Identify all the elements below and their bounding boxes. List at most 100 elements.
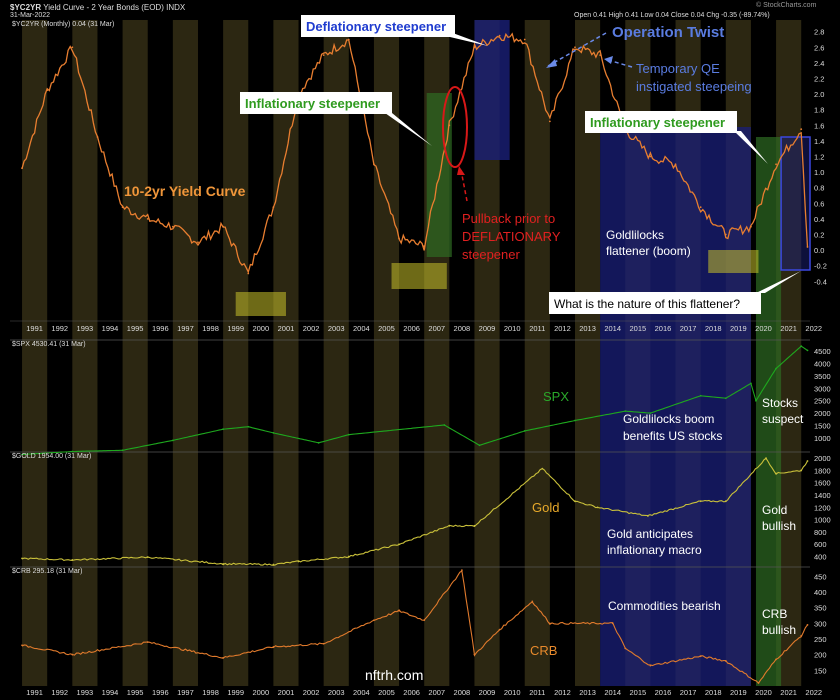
annotations: 10-2yr Yield Curve Deflationary steepene… xyxy=(124,15,804,683)
data-point-spx xyxy=(443,424,446,426)
annotation-pullback: Pullback prior to xyxy=(462,211,555,226)
x-tick-label: 1998 xyxy=(202,324,219,333)
data-point-yield xyxy=(599,54,602,56)
data-point-yield xyxy=(398,237,400,240)
annotation-gold: Gold xyxy=(532,500,559,515)
x-tick-label: 1994 xyxy=(102,324,119,333)
y-tick-label: -0.2 xyxy=(814,262,827,271)
annotation-stocks: Stocks xyxy=(762,396,798,410)
year-band xyxy=(122,20,148,686)
data-point-crb xyxy=(373,619,375,622)
data-point-gold xyxy=(297,560,300,563)
year-band xyxy=(524,20,550,686)
y-tick-label: 400 xyxy=(814,588,827,597)
arrow-pullback-head xyxy=(457,166,465,175)
data-point-yield xyxy=(71,46,74,49)
y-tick-label: 1000 xyxy=(814,516,831,525)
x-tick-label: 2010 xyxy=(504,324,521,333)
x-tick-label: 2020 xyxy=(755,688,772,697)
x-tick-label: 2004 xyxy=(353,324,370,333)
data-point-crb xyxy=(222,656,225,659)
x-tick-label: 1991 xyxy=(26,688,43,697)
data-point-spx xyxy=(71,450,74,453)
y-tick-label: 1.8 xyxy=(814,106,824,115)
y-tick-label: 1600 xyxy=(814,479,831,488)
year-band xyxy=(22,20,48,686)
annotation-commodities-bearish: Commodities bearish xyxy=(608,599,721,613)
data-point-gold xyxy=(448,524,451,527)
callout-deflationary-box xyxy=(301,15,455,37)
y-tick-label: 1500 xyxy=(814,421,831,430)
yellow-box-2000 xyxy=(235,292,286,316)
x-tick-label: 2002 xyxy=(303,688,320,697)
y-tick-label: 2.0 xyxy=(814,90,824,99)
x-tick-label: 2003 xyxy=(328,324,345,333)
data-point-gold xyxy=(574,500,576,503)
annotation-spx: SPX xyxy=(543,389,569,404)
x-tick-label: 2007 xyxy=(428,324,445,333)
panel-grid xyxy=(10,320,810,568)
data-point-crb xyxy=(272,645,275,648)
data-point-crb xyxy=(724,660,727,662)
data-point-yield xyxy=(699,206,702,209)
data-point-gold xyxy=(724,500,727,503)
x-tick-label: 1995 xyxy=(127,324,144,333)
exchange: INDX xyxy=(166,3,186,12)
data-point-yield xyxy=(423,245,426,248)
x-tick-label: 1992 xyxy=(51,324,68,333)
x-tick-label: 2013 xyxy=(579,324,596,333)
data-point-gold xyxy=(347,555,350,558)
annotation-question: What is the nature of this flattener? xyxy=(554,297,740,311)
series-line-spx xyxy=(22,345,808,456)
data-point-yield xyxy=(548,120,551,123)
data-point-yield xyxy=(171,225,174,228)
y-tick-label: -0.4 xyxy=(814,277,827,286)
x-tick-label: 2009 xyxy=(479,324,496,333)
yellow-box-2006 xyxy=(391,263,447,289)
pullback-ellipse xyxy=(442,86,468,168)
data-point-crb xyxy=(699,655,702,658)
y-tick-label: 1.4 xyxy=(814,137,824,146)
y-tick-label: 1.6 xyxy=(814,121,824,130)
y-tick-label: 1800 xyxy=(814,466,831,475)
data-point-gold xyxy=(21,557,23,560)
data-point-yield xyxy=(649,155,652,158)
x-tick-label: 1992 xyxy=(51,688,68,697)
y-tick-label: 200 xyxy=(814,651,827,660)
x-tick-label: 1999 xyxy=(227,688,244,697)
x-tick-label: 2017 xyxy=(680,324,697,333)
x-tick-label: 2016 xyxy=(655,688,672,697)
series-lines xyxy=(21,32,809,685)
data-point-crb xyxy=(398,609,400,612)
annotation-goldilocks-2: flattener (boom) xyxy=(606,244,691,258)
x-tick-label: 1993 xyxy=(77,688,94,697)
annotation-deflationary-steepener: Deflationary steepener xyxy=(306,19,446,34)
data-point-gold xyxy=(646,515,649,517)
annotation-inflationary-steepener-2: Inflationary steepener xyxy=(590,115,725,130)
annotation-stocks-2: suspect xyxy=(762,412,804,426)
year-band xyxy=(373,20,400,686)
x-tick-label: 2014 xyxy=(604,688,621,697)
data-point-gold xyxy=(775,472,777,475)
x-tick-label: 2017 xyxy=(680,688,697,697)
data-point-yield xyxy=(574,46,576,49)
data-point-yield xyxy=(247,272,250,275)
y-tick-label: 1.2 xyxy=(814,153,824,162)
y-tick-label: 450 xyxy=(814,572,827,581)
y-tick-label: 2000 xyxy=(814,409,831,418)
y-tick-label: 600 xyxy=(814,540,827,549)
panel-legend: $YC2YR (Monthly) 0.04 (31 Mar) xyxy=(12,21,114,28)
data-point-crb xyxy=(71,653,74,656)
annotation-gold-anticipates: Gold anticipates xyxy=(607,527,693,541)
x-tick-label: 2021 xyxy=(780,688,797,697)
y-tick-label: 150 xyxy=(814,666,827,675)
data-point-spx xyxy=(574,419,576,422)
data-point-spx xyxy=(347,433,350,436)
annotation-temporary-qe: Temporary QE xyxy=(636,61,720,76)
data-point-crb xyxy=(649,664,652,667)
y-tick-label: 4500 xyxy=(814,347,831,356)
highlight-boxes xyxy=(235,20,811,686)
data-point-spx xyxy=(649,412,652,414)
y-tick-label: 0.4 xyxy=(814,215,824,224)
